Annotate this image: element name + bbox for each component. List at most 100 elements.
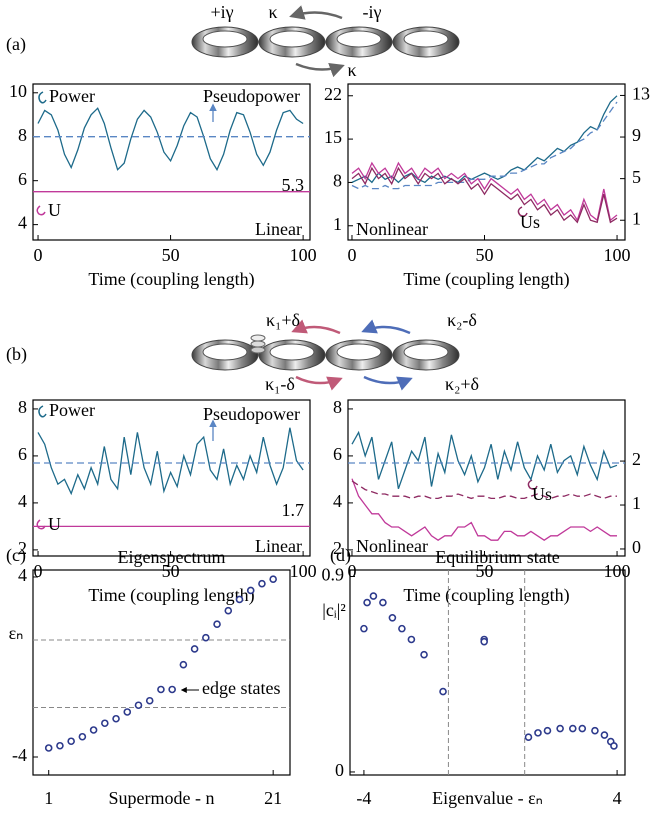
point [112,714,120,723]
tuner [250,334,266,354]
point [89,726,98,734]
series-line [351,95,618,184]
x-axis-label: Time (coupling length) [88,585,254,606]
x-tick-label: 0 [34,561,43,581]
annotation: 5.3 [282,175,305,195]
y-tick-label: 8 [18,125,27,145]
series-line [37,107,304,172]
point [480,637,488,646]
x-axis-label: Time (coupling length) [88,269,254,290]
y2-tick-label: 9 [632,125,641,145]
y-tick-label: -4 [12,745,27,765]
label-curl [517,206,528,217]
panel-label: (c) [6,545,26,566]
coupling-arrow [295,375,343,391]
ring [191,339,259,371]
y-tick-label: 0 [335,760,344,780]
point [44,744,53,752]
point [360,624,368,633]
series-line [351,101,618,190]
y2-tick-label: 1 [632,208,641,228]
y-axis-label: |cᵢ|² [322,600,346,620]
series-line [351,166,618,224]
ring [392,26,460,58]
point [78,732,87,741]
point [157,685,165,694]
point [591,726,599,735]
point [190,645,199,653]
x-tick-label: 0 [34,245,43,265]
x-tick-label: -4 [356,788,371,808]
label-curl [527,479,538,490]
coupling-arrow [289,5,343,20]
coupling-arrow [363,375,413,391]
y-tick-label: 0.9 [322,565,345,585]
y-tick-label: 2 [333,538,342,558]
chart-panel: 0 50 100 2 4 6 8 0 1 2 Time (coupling length) Us Non… [333,397,641,606]
annotation: Linear [255,219,302,239]
panel-label: (b) [6,344,27,365]
y-tick-label: 6 [18,444,27,464]
y-tick-label: 8 [333,171,342,191]
series-line [351,480,617,500]
plot-frame [349,569,626,776]
annotation: Nonlinear [356,536,428,556]
point [67,737,75,746]
coupling-label: κ₁+δ [266,310,300,330]
point [534,729,542,737]
loss-label: -iγ [363,2,382,22]
chart-title: Eigenspectrum [118,547,226,567]
point [168,685,176,694]
x-tick-label: 100 [290,245,317,265]
ring [325,26,393,58]
point [524,733,533,742]
point [578,724,587,733]
y-tick-label: 8 [333,397,342,417]
y-tick-label: 4 [333,491,342,511]
plot-frame [32,399,311,557]
point [246,586,255,595]
coupling-label: κ₁-δ [265,374,295,394]
point [235,595,244,604]
series-label: U [48,200,61,220]
y-tick-label: 15 [324,127,342,147]
x-tick-label: 0 [347,561,356,581]
y-tick-label: 2 [18,538,27,558]
x-axis-label: Eigenvalue - εₙ [432,788,543,808]
x-tick-label: 21 [264,788,282,808]
ring-chain-b [191,319,460,391]
label-curl [38,91,47,104]
plot-frame [347,83,626,241]
series-line [37,427,304,496]
y2-tick-label: 1 [632,493,641,513]
x-tick-label: 50 [476,561,494,581]
point [202,633,210,642]
series-label: Us [520,212,540,232]
annotation: 1.7 [282,500,305,520]
x-axis-label: Time (coupling length) [403,585,569,606]
ring [325,339,393,371]
x-tick-label: 0 [347,245,356,265]
y-tick-label: 10 [9,81,27,101]
y-tick-label: 1 [333,214,342,234]
chart-panel: 0 50 100 2 4 6 8 Time (coupling length) Power Pse… [18,397,317,606]
ring [258,339,326,371]
series-line [351,161,618,222]
panel-label: (d) [330,545,351,566]
point [269,575,277,584]
label-curl [38,405,47,418]
series-label: Pseudopower [203,404,300,424]
point [568,724,577,733]
annotation: Linear [255,536,302,556]
y-axis-label: εₙ [9,623,24,643]
y2-tick-label: 2 [632,449,641,469]
series-label: Power [49,86,95,106]
point [258,579,266,588]
y2-tick-label: 5 [632,167,641,187]
plot-frame [347,399,626,557]
point [179,660,188,669]
y-tick-label: 6 [18,169,27,189]
chart-panel: 1 21 -4 4 Supermode - n εₙ Eigenspectrum edge s… [9,547,291,808]
